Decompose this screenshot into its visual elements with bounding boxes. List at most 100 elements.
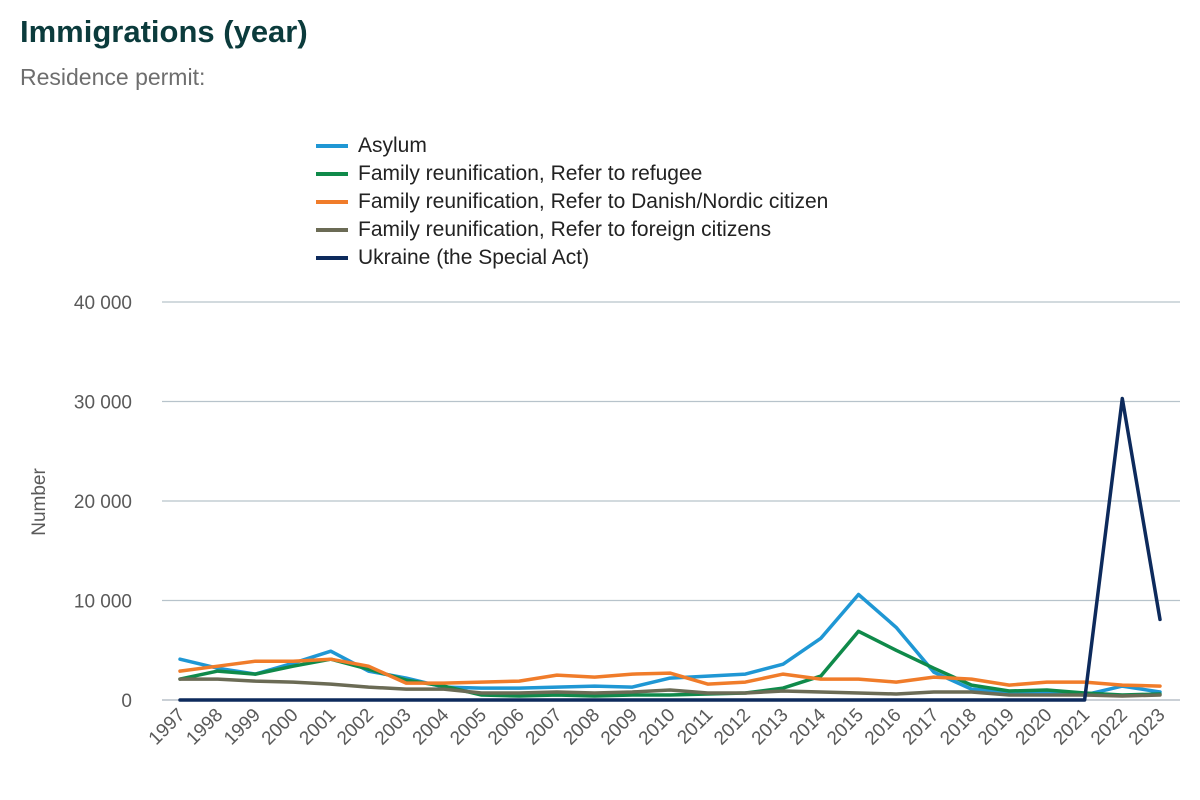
data-point[interactable] <box>553 696 561 704</box>
data-point[interactable] <box>176 655 184 663</box>
data-point[interactable] <box>591 689 599 697</box>
data-point[interactable] <box>289 657 297 665</box>
x-tick-label: 2014 <box>786 704 831 749</box>
data-point[interactable] <box>854 591 862 599</box>
data-point[interactable] <box>930 688 938 696</box>
data-point[interactable] <box>817 675 825 683</box>
data-point[interactable] <box>704 672 712 680</box>
series-line-0[interactable] <box>178 592 1162 697</box>
legend-item[interactable]: Family reunification, Refer to refugee <box>316 160 828 188</box>
data-point[interactable] <box>176 675 184 683</box>
data-point[interactable] <box>214 662 222 670</box>
data-point[interactable] <box>704 689 712 697</box>
data-point[interactable] <box>779 660 787 668</box>
series-line-3[interactable] <box>178 677 1162 698</box>
data-point[interactable] <box>327 655 335 663</box>
data-point[interactable] <box>402 696 410 704</box>
legend-item[interactable]: Ukraine (the Special Act) <box>316 244 828 272</box>
data-point[interactable] <box>1043 678 1051 686</box>
data-point[interactable] <box>515 689 523 697</box>
data-point[interactable] <box>666 696 674 704</box>
data-point[interactable] <box>251 657 259 665</box>
data-point[interactable] <box>968 675 976 683</box>
series-line-2[interactable] <box>178 657 1162 688</box>
data-point[interactable] <box>176 696 184 704</box>
data-point[interactable] <box>628 696 636 704</box>
data-point[interactable] <box>628 688 636 696</box>
x-tick-label: 2013 <box>748 705 793 750</box>
data-point[interactable] <box>478 696 486 704</box>
data-point[interactable] <box>251 677 259 685</box>
data-point[interactable] <box>930 664 938 672</box>
data-point[interactable] <box>591 673 599 681</box>
data-point[interactable] <box>591 696 599 704</box>
data-point[interactable] <box>478 678 486 686</box>
data-point[interactable] <box>289 696 297 704</box>
data-point[interactable] <box>327 680 335 688</box>
data-point[interactable] <box>176 667 184 675</box>
data-point[interactable] <box>854 696 862 704</box>
data-point[interactable] <box>478 689 486 697</box>
data-point[interactable] <box>591 682 599 690</box>
data-point[interactable] <box>364 662 372 670</box>
data-point[interactable] <box>666 669 674 677</box>
data-point[interactable] <box>741 670 749 678</box>
data-point[interactable] <box>892 696 900 704</box>
data-point[interactable] <box>402 685 410 693</box>
data-point[interactable] <box>1118 681 1126 689</box>
data-point[interactable] <box>1005 696 1013 704</box>
data-point[interactable] <box>666 686 674 694</box>
data-point[interactable] <box>251 670 259 678</box>
data-point[interactable] <box>1118 395 1126 403</box>
data-point[interactable] <box>892 646 900 654</box>
x-tick-label: 2003 <box>371 705 416 750</box>
data-point[interactable] <box>892 623 900 631</box>
data-point[interactable] <box>930 673 938 681</box>
data-point[interactable] <box>553 688 561 696</box>
data-point[interactable] <box>817 688 825 696</box>
data-point[interactable] <box>553 671 561 679</box>
data-point[interactable] <box>817 696 825 704</box>
data-point[interactable] <box>854 675 862 683</box>
data-point[interactable] <box>779 687 787 695</box>
data-point[interactable] <box>968 688 976 696</box>
data-point[interactable] <box>704 696 712 704</box>
data-point[interactable] <box>779 696 787 704</box>
data-point[interactable] <box>1118 692 1126 700</box>
data-point[interactable] <box>628 670 636 678</box>
data-point[interactable] <box>440 696 448 704</box>
data-point[interactable] <box>968 696 976 704</box>
data-point[interactable] <box>741 696 749 704</box>
data-point[interactable] <box>327 647 335 655</box>
data-point[interactable] <box>854 627 862 635</box>
data-point[interactable] <box>440 685 448 693</box>
legend-item[interactable]: Family reunification, Refer to Danish/No… <box>316 188 828 216</box>
data-point[interactable] <box>741 689 749 697</box>
data-point[interactable] <box>779 670 787 678</box>
legend-item[interactable]: Family reunification, Refer to foreign c… <box>316 216 828 244</box>
data-point[interactable] <box>1156 682 1164 690</box>
data-point[interactable] <box>1156 691 1164 699</box>
data-point[interactable] <box>327 696 335 704</box>
data-point[interactable] <box>214 696 222 704</box>
data-point[interactable] <box>214 675 222 683</box>
data-point[interactable] <box>1043 696 1051 704</box>
data-point[interactable] <box>515 696 523 704</box>
data-point[interactable] <box>515 677 523 685</box>
data-point[interactable] <box>930 696 938 704</box>
data-point[interactable] <box>741 678 749 686</box>
series-line-4[interactable] <box>178 396 1162 702</box>
data-point[interactable] <box>364 683 372 691</box>
x-tick-label: 2008 <box>559 705 604 750</box>
data-point[interactable] <box>251 696 259 704</box>
data-point[interactable] <box>817 634 825 642</box>
data-point[interactable] <box>1156 615 1164 623</box>
data-point[interactable] <box>1081 696 1089 704</box>
data-point[interactable] <box>854 689 862 697</box>
data-point[interactable] <box>289 678 297 686</box>
legend-item[interactable]: Asylum <box>316 132 828 160</box>
data-point[interactable] <box>704 680 712 688</box>
data-point[interactable] <box>364 696 372 704</box>
data-point[interactable] <box>1005 681 1013 689</box>
data-point[interactable] <box>892 678 900 686</box>
